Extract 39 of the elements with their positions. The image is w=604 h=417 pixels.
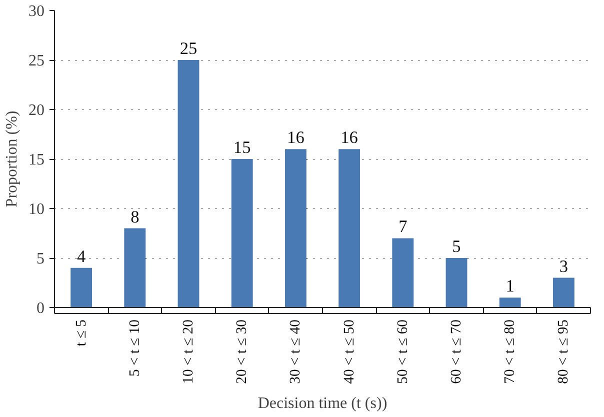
bar [446,258,468,308]
x-tick-label: 20 < t ≤ 30 [234,319,250,384]
x-tick-label: 50 < t ≤ 60 [394,319,411,384]
y-tick-label: 5 [36,250,44,268]
x-tick-label: 10 < t ≤ 20 [180,319,196,384]
data-label: 4 [76,246,86,266]
bar [284,149,306,308]
x-tick-label: 5 < t ≤ 10 [126,319,143,377]
x-tick-label: 40 < t ≤ 50 [341,319,358,384]
data-label: 1 [506,276,514,296]
bar [178,60,200,308]
data-label: 16 [287,128,305,148]
bar [338,149,360,308]
y-tick-label: 30 [28,3,44,20]
data-label: 5 [452,237,461,256]
x-tick-label: 80 < t ≤ 95 [556,319,572,384]
data-label: 3 [559,256,568,276]
x-axis-title: Decision time (t (s)) [258,394,388,412]
y-tick-label: 25 [28,52,44,70]
x-tick-label: t ≤ 5 [73,319,90,346]
y-tick-label: 10 [28,201,44,218]
data-label: 15 [233,138,251,157]
bar [231,159,253,308]
y-axis-title: Proportion (%) [4,110,20,208]
data-label: 25 [180,39,198,58]
bar [552,278,574,308]
y-tick-label: 20 [28,102,44,119]
data-label: 7 [398,217,408,236]
bar [70,268,92,308]
bar [499,298,521,308]
bar [392,238,414,308]
bar [124,228,146,308]
y-tick-label: 0 [36,300,44,317]
data-label: 8 [130,207,140,226]
x-tick-label: 70 < t ≤ 80 [502,319,518,384]
x-tick-label: 60 < t ≤ 70 [448,319,464,384]
x-tick-label: 30 < t ≤ 40 [288,319,304,384]
y-tick-label: 15 [28,152,44,168]
data-label: 16 [340,128,358,148]
